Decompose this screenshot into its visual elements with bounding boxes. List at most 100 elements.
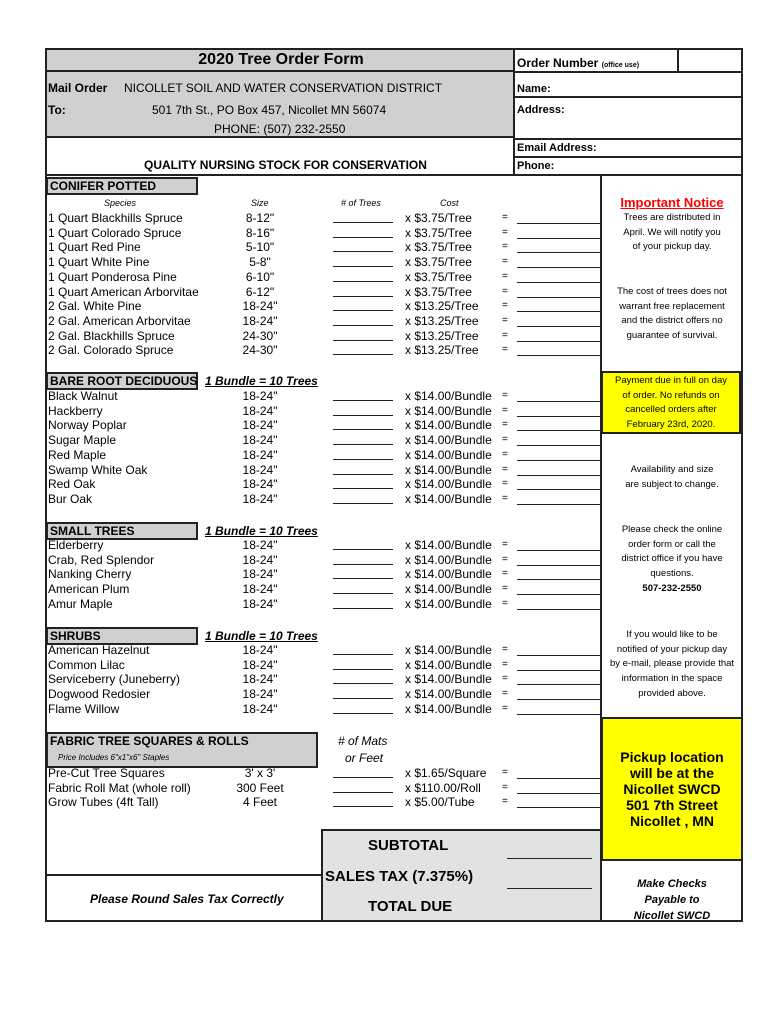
line-total-field[interactable] xyxy=(517,459,601,461)
quantity-field[interactable] xyxy=(333,414,393,416)
line-total-field[interactable] xyxy=(517,699,601,701)
line-total-field[interactable] xyxy=(517,311,601,313)
quantity-field[interactable] xyxy=(333,654,393,655)
quantity-field[interactable] xyxy=(333,607,393,609)
line-total-field[interactable] xyxy=(517,807,601,809)
item-cost: x $14.00/Bundle xyxy=(405,596,492,611)
quantity-field[interactable] xyxy=(333,310,393,312)
quantity-field[interactable] xyxy=(333,712,393,714)
quantity-field[interactable] xyxy=(333,806,393,808)
item-cost: x $14.00/Bundle xyxy=(405,403,492,418)
item-cost: x $14.00/Bundle xyxy=(405,582,492,597)
item-name: Sugar Maple xyxy=(48,433,117,448)
quantity-field[interactable] xyxy=(333,458,393,460)
line-total-field[interactable] xyxy=(517,430,601,432)
quantity-field[interactable] xyxy=(333,266,393,268)
line-total-field[interactable] xyxy=(517,564,601,566)
line-total-field[interactable] xyxy=(517,594,601,596)
line-total-field[interactable] xyxy=(517,669,601,671)
make-checks-note: Make Checks Payable to Nicollet SWCD xyxy=(633,878,711,922)
item-size: 8-16" xyxy=(245,225,275,240)
quantity-field[interactable] xyxy=(333,339,393,341)
quantity-field[interactable] xyxy=(333,429,393,431)
line-total-field[interactable] xyxy=(517,474,601,476)
line-total-field[interactable] xyxy=(517,713,601,715)
notice-email: If you would like to be notified of your … xyxy=(609,629,735,699)
section-title: BARE ROOT DECIDUOUS xyxy=(50,374,198,388)
phone-label: Phone: xyxy=(517,160,555,172)
line-total-field[interactable] xyxy=(517,252,601,254)
item-size: 18-24" xyxy=(242,299,278,314)
item-size: 18-24" xyxy=(242,313,278,328)
quantity-field[interactable] xyxy=(333,324,393,326)
line-total-field[interactable] xyxy=(517,237,601,239)
item-cost: x $13.25/Tree xyxy=(405,299,479,314)
item-size: 18-24" xyxy=(242,552,278,567)
round-tax-note: Please Round Sales Tax Correctly xyxy=(90,892,284,906)
line-total-field[interactable] xyxy=(517,684,601,686)
quantity-field[interactable] xyxy=(333,791,393,793)
line-total-field[interactable] xyxy=(517,296,601,298)
quantity-field[interactable] xyxy=(333,354,393,356)
item-name: 2 Gal. Blackhills Spruce xyxy=(48,328,175,343)
line-total-field[interactable] xyxy=(517,445,601,447)
item-name: Serviceberry (Juneberry) xyxy=(48,672,181,687)
quantity-field[interactable] xyxy=(333,549,393,550)
pickup-location: Pickup location will be at the Nicollet SW… xyxy=(601,717,743,861)
item-name: 1 Quart White Pine xyxy=(48,255,150,270)
quantity-field[interactable] xyxy=(333,683,393,685)
trees-header: # of Trees xyxy=(341,198,381,208)
line-total-field[interactable] xyxy=(517,340,601,342)
item-name: American Plum xyxy=(48,582,130,597)
line-total-field[interactable] xyxy=(517,503,601,505)
line-total-field[interactable] xyxy=(517,550,601,551)
quantity-field[interactable] xyxy=(333,777,393,778)
quantity-field[interactable] xyxy=(333,444,393,446)
quantity-field[interactable] xyxy=(333,236,393,238)
sales-tax-field[interactable] xyxy=(507,888,592,889)
line-total-field[interactable] xyxy=(517,355,601,357)
line-total-field[interactable] xyxy=(517,778,601,779)
line-total-field[interactable] xyxy=(517,415,601,417)
line-total-field[interactable] xyxy=(517,792,601,794)
qty-label: # of Mats xyxy=(338,734,388,748)
item-name: Flame Willow xyxy=(48,701,120,716)
subtotal-field[interactable] xyxy=(507,858,592,859)
quantity-field[interactable] xyxy=(333,502,393,504)
line-total-field[interactable] xyxy=(517,223,601,224)
line-total-field[interactable] xyxy=(517,325,601,327)
quantity-field[interactable] xyxy=(333,563,393,565)
phone-field[interactable] xyxy=(560,158,741,173)
line-total-field[interactable] xyxy=(517,267,601,269)
order-number-field[interactable] xyxy=(677,50,741,72)
quantity-field[interactable] xyxy=(333,698,393,700)
email-field[interactable] xyxy=(600,140,741,155)
quantity-field[interactable] xyxy=(333,280,393,282)
line-total-field[interactable] xyxy=(517,655,601,656)
quantity-field[interactable] xyxy=(333,222,393,223)
line-total-field[interactable] xyxy=(517,489,601,491)
section-subtitle: 1 Bundle = 10 Trees xyxy=(205,374,318,388)
line-total-field[interactable] xyxy=(517,401,601,402)
line-total-field[interactable] xyxy=(517,579,601,581)
quantity-field[interactable] xyxy=(333,400,393,401)
quantity-field[interactable] xyxy=(333,488,393,490)
section-title: SMALL TREES xyxy=(50,524,135,538)
item-name: Fabric Roll Mat (whole roll) xyxy=(48,780,191,795)
name-field[interactable] xyxy=(555,74,741,95)
quantity-field[interactable] xyxy=(333,295,393,297)
line-total-field[interactable] xyxy=(517,608,601,610)
quantity-field[interactable] xyxy=(333,473,393,475)
quantity-field[interactable] xyxy=(333,668,393,670)
quantity-field[interactable] xyxy=(333,593,393,595)
section-title: FABRIC TREE SQUARES & ROLLS xyxy=(50,734,249,748)
item-cost: x $110.00/Roll xyxy=(405,780,481,795)
quantity-field[interactable] xyxy=(333,251,393,253)
sales-tax-label: SALES TAX (7.375%) xyxy=(325,868,474,885)
item-cost: x $14.00/Bundle xyxy=(405,701,492,716)
item-size: 18-24" xyxy=(242,643,278,657)
line-total-field[interactable] xyxy=(517,281,601,283)
item-cost: x $14.00/Bundle xyxy=(405,418,492,433)
address-field[interactable] xyxy=(565,99,741,137)
quantity-field[interactable] xyxy=(333,578,393,580)
